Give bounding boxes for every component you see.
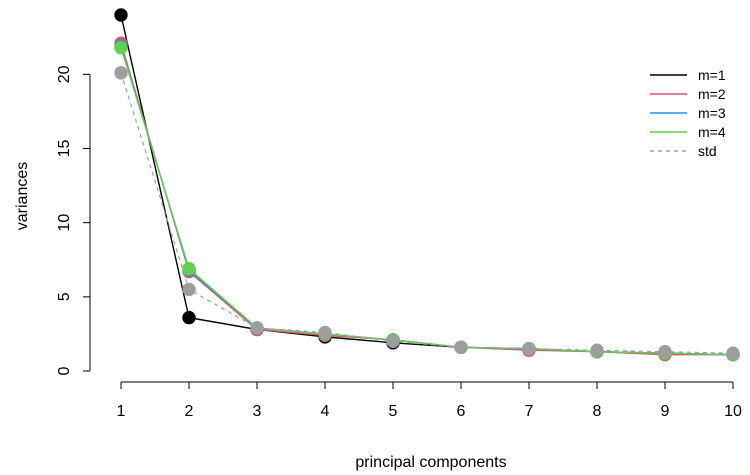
legend-label: m=2 [698, 86, 726, 102]
legend-label: std [698, 143, 717, 159]
series-line [120, 42, 733, 356]
data-point [590, 343, 604, 357]
legend: m=1 m=2 m=3 m=4 std [650, 67, 726, 159]
x-tick-label: 8 [593, 403, 602, 420]
y-tick-label: 5 [56, 292, 73, 301]
series-m-3 [114, 39, 740, 362]
data-point [318, 325, 332, 340]
y-tick-label: 15 [56, 140, 73, 158]
legend-label: m=4 [698, 124, 726, 140]
y-tick-label: 0 [56, 366, 73, 375]
series-line [120, 72, 734, 354]
series-m-2 [114, 36, 740, 362]
x-tick-label: 1 [117, 403, 126, 420]
x-tick-label: 6 [457, 403, 466, 420]
data-point [182, 282, 196, 297]
data-point [182, 310, 196, 325]
y-tick-label: 20 [56, 65, 73, 83]
x-tick-label: 3 [253, 403, 262, 420]
data-point [522, 342, 536, 356]
data-point [658, 345, 672, 359]
legend-label: m=3 [698, 105, 726, 121]
x-ticks: 1 2 3 4 5 6 7 8 9 10 [117, 382, 742, 420]
series-std [114, 66, 740, 360]
series-line [120, 45, 734, 356]
x-tick-label: 9 [661, 403, 670, 420]
data-point [114, 66, 128, 80]
x-tick-label: 5 [389, 403, 398, 420]
axes-layer: 1 2 3 4 5 6 7 8 9 10 0 5 10 15 20 principal component… [14, 65, 742, 471]
series-m-1 [114, 8, 740, 362]
data-point [386, 334, 400, 349]
x-tick-label: 7 [525, 403, 534, 420]
data-point [114, 8, 128, 22]
legend-label: m=1 [698, 67, 726, 83]
x-tick-label: 4 [321, 403, 330, 420]
x-tick-label: 10 [724, 403, 742, 420]
data-point [182, 261, 196, 276]
series-line [120, 14, 734, 356]
y-ticks: 0 5 10 15 20 [56, 65, 90, 375]
data-point [114, 40, 128, 55]
x-axis-title: principal components [355, 454, 506, 471]
y-tick-label: 10 [56, 214, 73, 232]
data-point [726, 346, 740, 360]
series-layer [114, 8, 740, 362]
series-m-4 [114, 40, 740, 362]
data-point [454, 340, 468, 354]
x-tick-label: 2 [185, 403, 194, 420]
series-line [120, 47, 734, 356]
data-point [250, 321, 264, 335]
y-axis-title: variances [14, 162, 31, 230]
